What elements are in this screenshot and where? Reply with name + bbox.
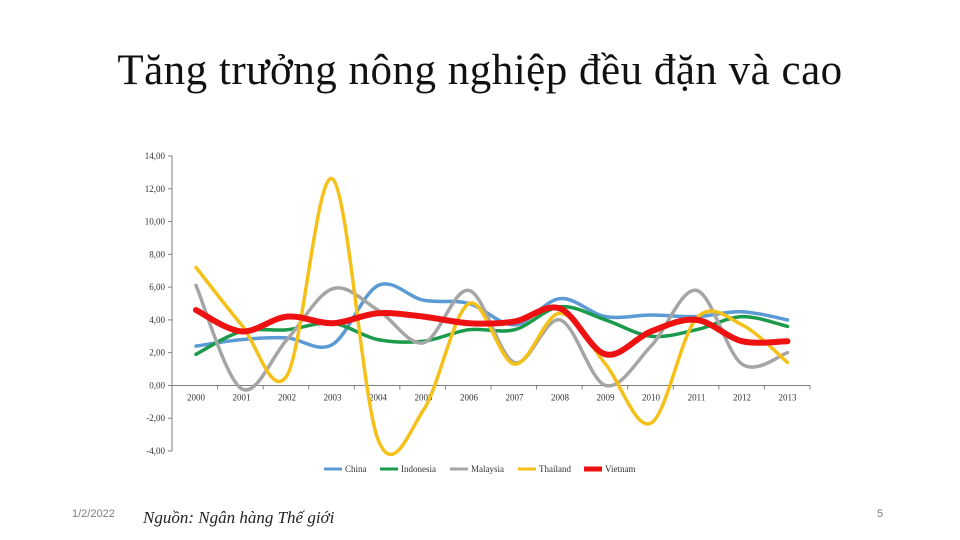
chart-legend: China Indonesia Malaysia Thailand Vietnam [324,464,635,474]
series-line-vietnam [193,304,791,358]
x-tick-label: 2004 [369,392,388,402]
x-tick-label: 2012 [733,392,751,402]
series-line-thailand [194,177,790,457]
x-tick-label: 2007 [506,392,525,402]
x-tick-label: 2010 [642,392,661,402]
page-number: 5 [876,508,884,520]
x-axis: 2000 2001 2002 2003 2004 2005 2006 2007 2008 2009… [171,384,811,402]
y-tick-label: -2,00 [146,413,165,423]
x-tick-label: 2013 [779,392,798,402]
legend-label-malaysia: Malaysia [471,464,504,474]
y-tick-label: 4,00 [149,315,165,325]
x-tick-label: 2011 [688,392,706,402]
legend-label-vietnam: Vietnam [605,464,635,474]
y-tick-label: 8,00 [149,249,165,259]
x-tick-label: 2002 [278,392,296,402]
y-tick-label: 2,00 [149,348,165,358]
legend-label-china: China [345,464,367,474]
x-tick-label: 2009 [597,392,616,402]
footer-source: Nguồn: Ngân hàng Thế giới [143,508,335,527]
y-axis: 14,00 12,00 10,00 8,00 6,00 4,00 2,00 0,00 -2,00… [145,151,173,456]
y-tick-label: -4,00 [146,446,165,456]
legend-label-indonesia: Indonesia [401,464,436,474]
x-tick-label: 2005 [415,392,434,402]
y-tick-label: 0,00 [149,380,165,390]
x-tick-label: 2001 [233,392,251,402]
legend-label-thailand: Thailand [539,464,571,474]
x-tick-label: 2006 [460,392,479,402]
y-tick-label: 12,00 [145,184,166,194]
chart-series [193,177,791,457]
y-tick-label: 6,00 [149,282,165,292]
footer-date: 1/2/2022 [72,508,115,520]
y-tick-label: 14,00 [145,151,166,161]
x-tick-label: 2000 [187,392,206,402]
y-tick-label: 10,00 [145,217,166,227]
x-tick-label: 2008 [551,392,570,402]
x-tick-label: 2003 [324,392,343,402]
slide-title: Tăng trưởng nông nghiệp đều đặn và cao [117,47,843,94]
